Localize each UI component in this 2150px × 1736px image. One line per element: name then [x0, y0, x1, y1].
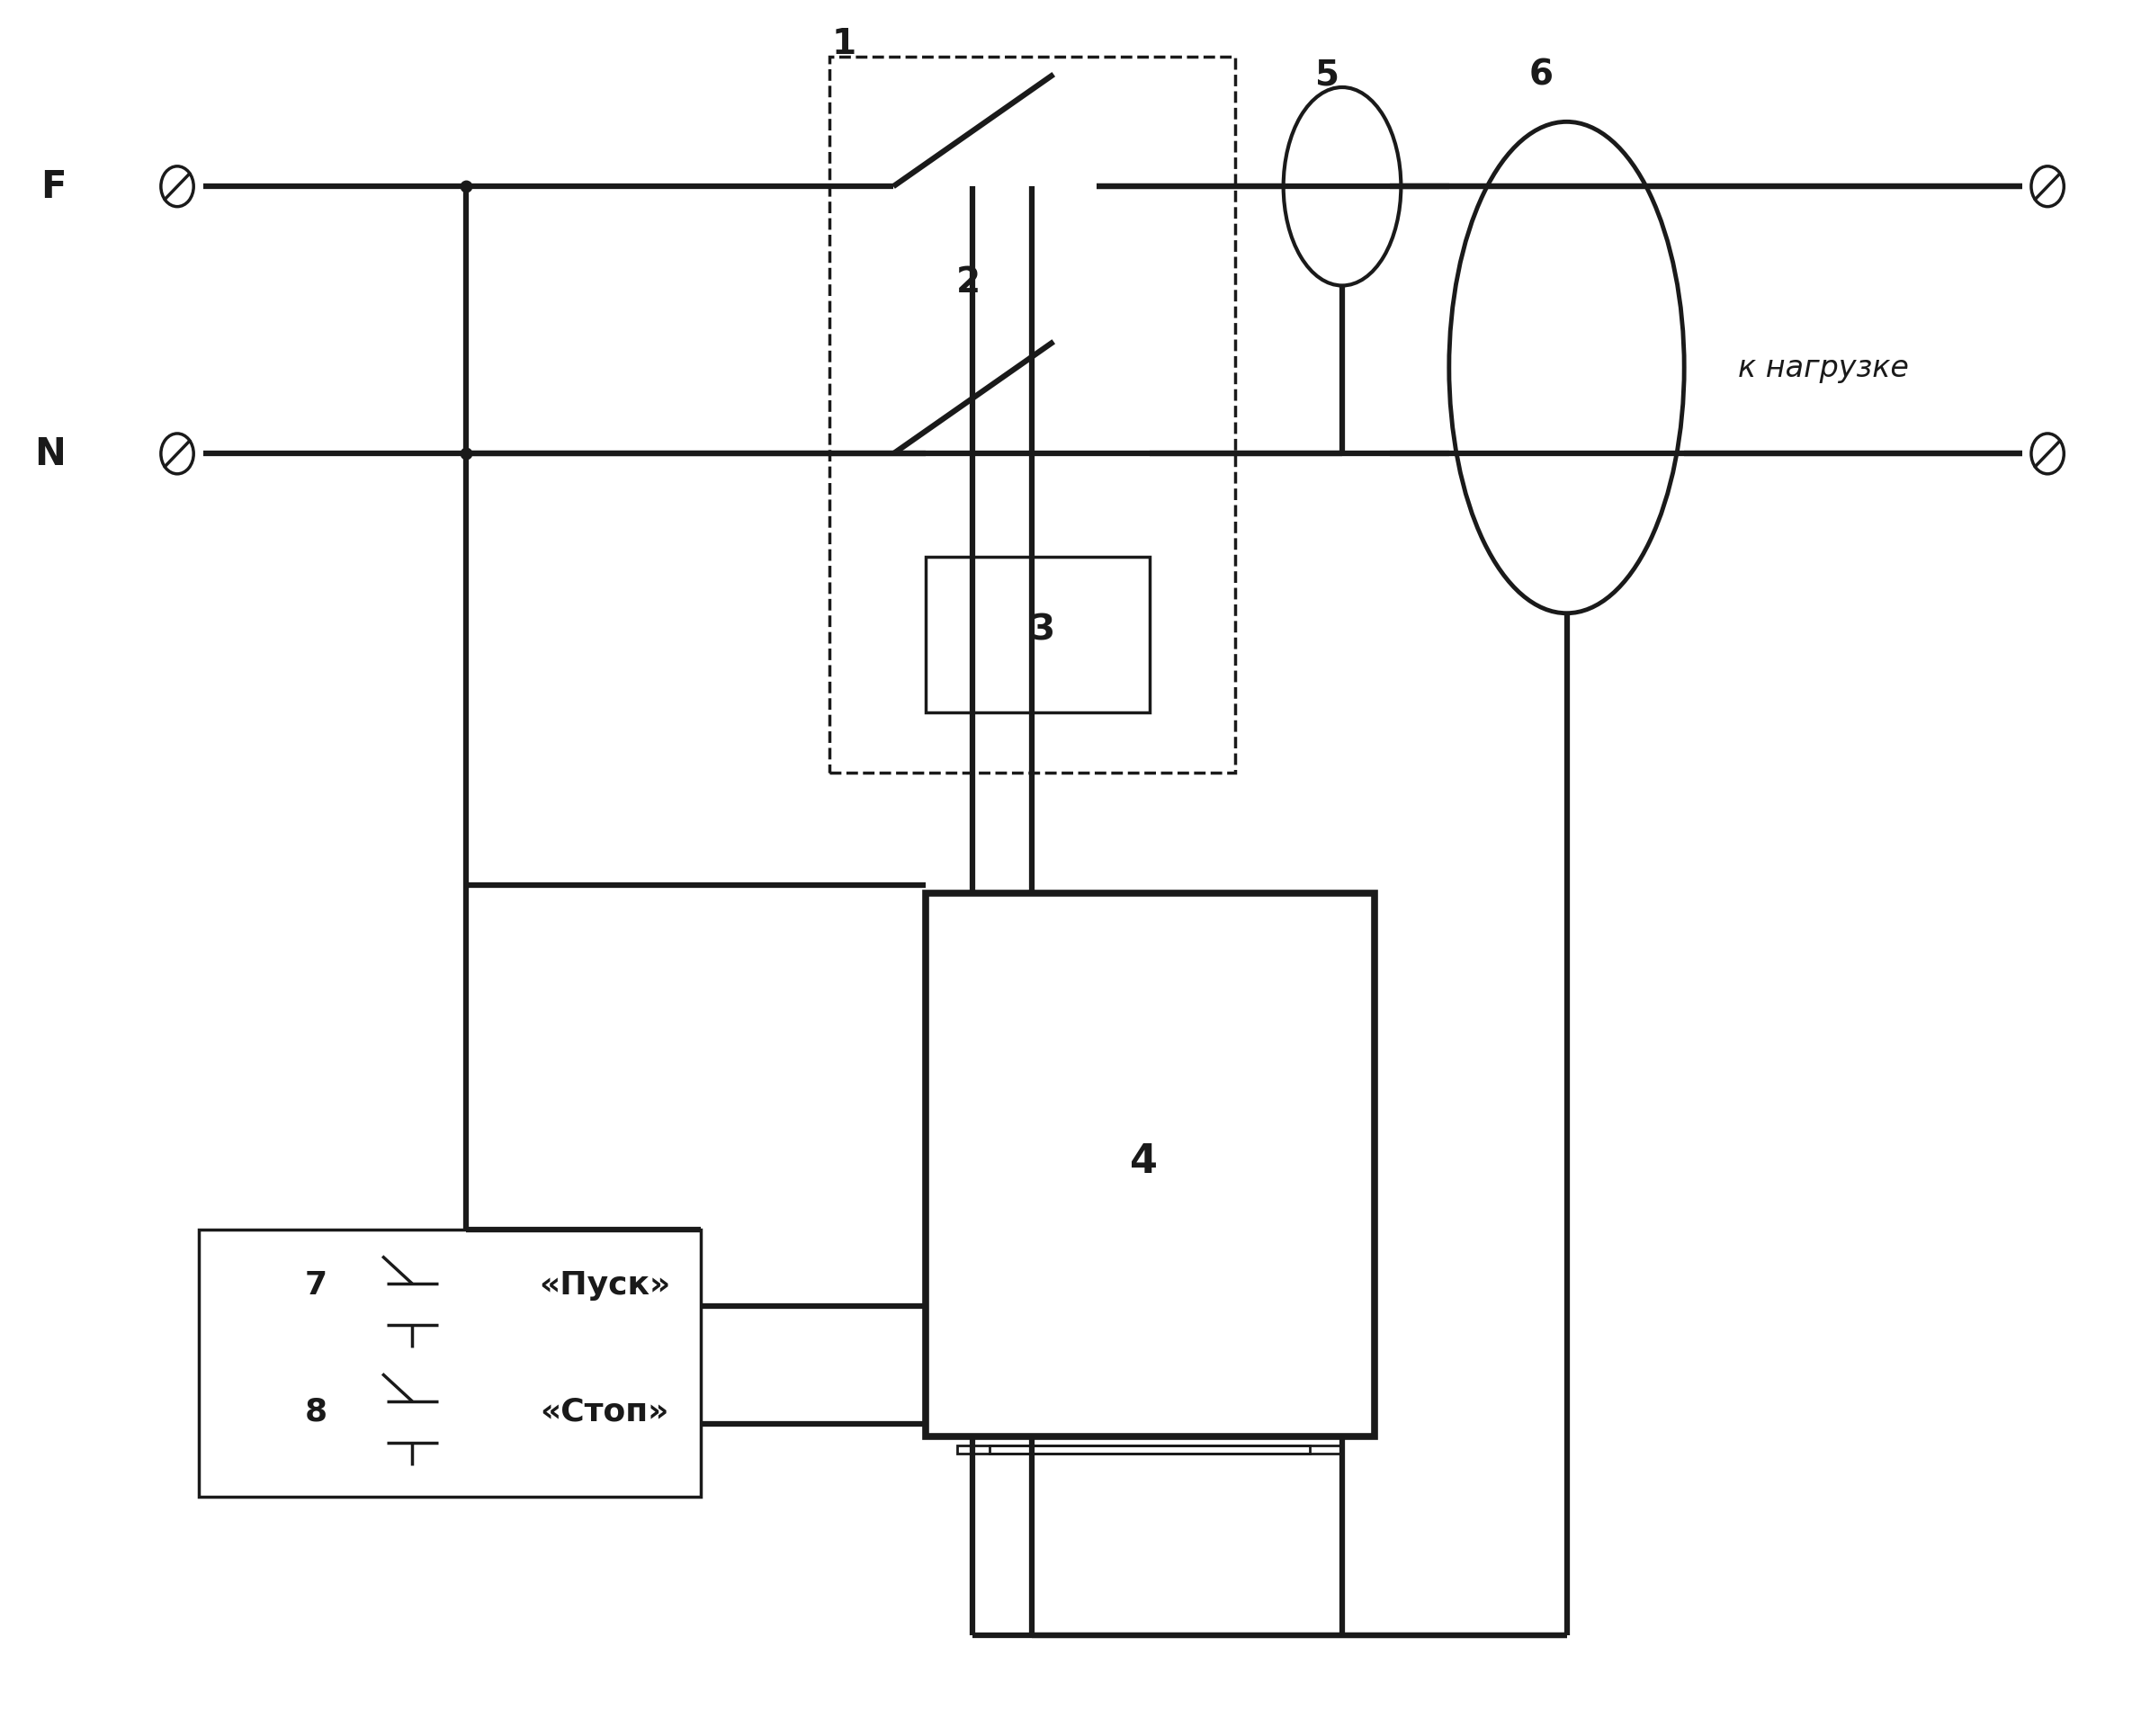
Text: 3: 3	[1030, 613, 1056, 648]
Text: 7: 7	[305, 1269, 327, 1300]
Text: F: F	[41, 168, 67, 207]
Bar	[957, 1446, 1342, 1455]
Bar	[924, 557, 1150, 713]
Text: 2: 2	[957, 266, 980, 299]
Bar	[989, 1446, 1309, 1455]
Bar	[924, 894, 1374, 1437]
Bar	[198, 1229, 701, 1496]
Text: «Стоп»: «Стоп»	[540, 1396, 669, 1427]
Text: 5: 5	[1316, 57, 1339, 92]
Bar	[830, 57, 1236, 773]
Text: 6: 6	[1529, 57, 1552, 92]
Text: N: N	[34, 436, 67, 474]
Text: 8: 8	[305, 1396, 327, 1427]
Text: «Пуск»: «Пуск»	[540, 1269, 671, 1300]
Text: 1: 1	[832, 28, 856, 61]
Text: 4: 4	[1129, 1142, 1157, 1180]
Text: к нагрузке: к нагрузке	[1737, 354, 1909, 384]
